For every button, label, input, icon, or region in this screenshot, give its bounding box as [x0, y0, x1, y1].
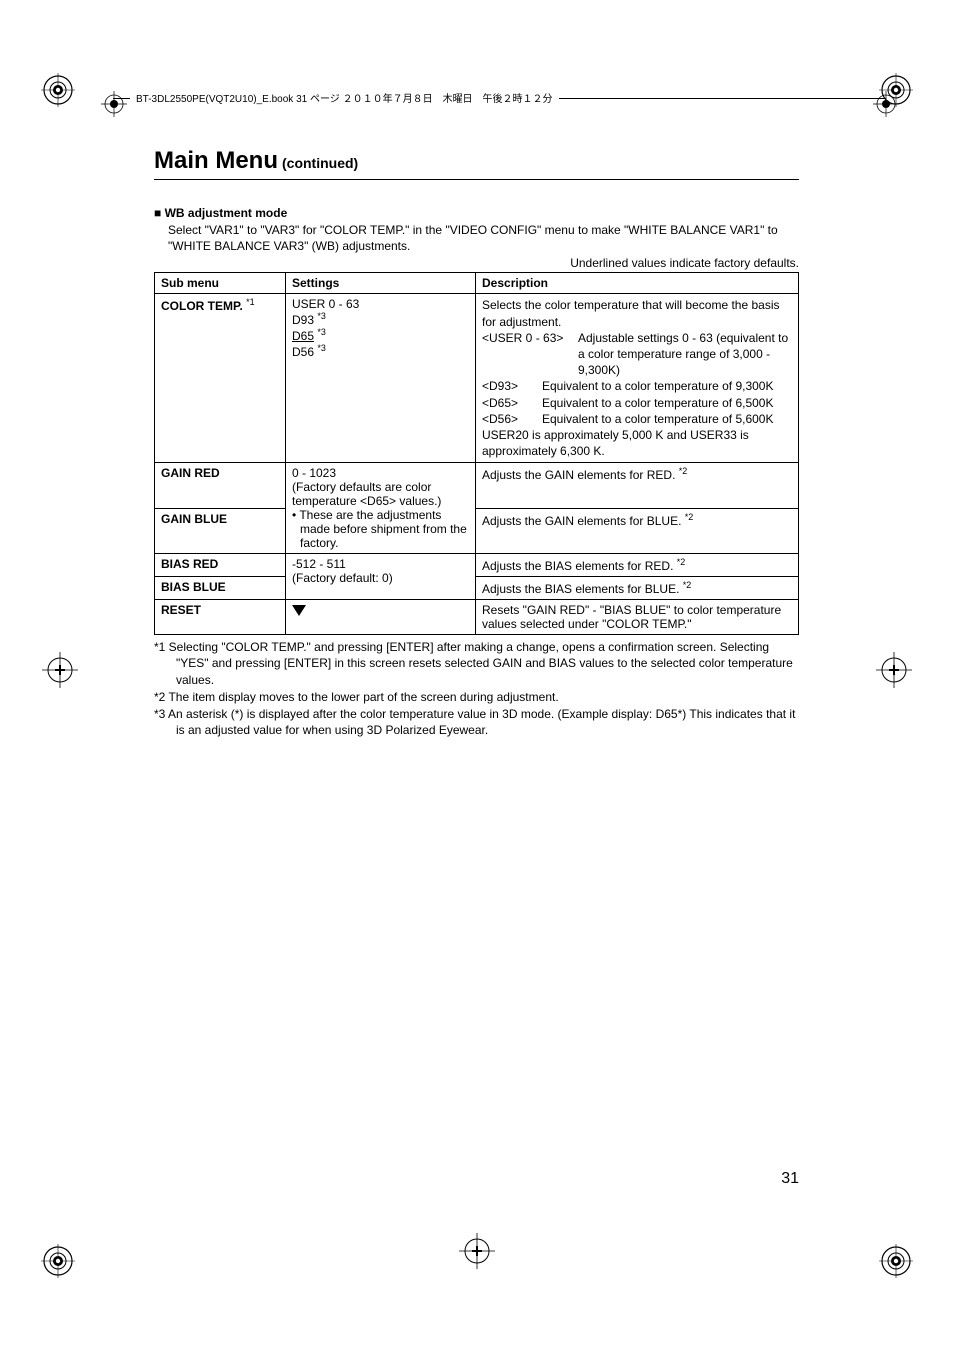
cell-gain-blue-desc: Adjusts the GAIN elements for BLUE. *2: [476, 508, 799, 554]
row-reset: RESET Resets "GAIN RED" - "BIAS BLUE" to…: [155, 600, 799, 635]
bias-red-label: BIAS RED: [161, 557, 218, 571]
cell-bias-red-label: BIAS RED: [155, 554, 286, 577]
ct-desc-tail: USER20 is approximately 5,000 K and USER…: [482, 427, 792, 459]
ct-desc-d93-row: <D93> Equivalent to a color temperature …: [482, 378, 792, 394]
footnotes: *1 Selecting "COLOR TEMP." and pressing …: [154, 639, 799, 738]
footnote-3: *3 An asterisk (*) is displayed after th…: [154, 706, 799, 738]
bias-blue-desc-ref: *2: [683, 580, 692, 590]
ct-setting-d65-row: D65 *3: [292, 327, 469, 343]
ct-setting-d56-ref: *3: [317, 343, 326, 353]
adjustment-table: Sub menu Settings Description COLOR TEMP…: [154, 272, 799, 635]
gain-settings-bullet: • These are the adjustments made before …: [292, 508, 469, 550]
col-header-description: Description: [476, 273, 799, 294]
cell-gain-red-desc: Adjusts the GAIN elements for RED. *2: [476, 463, 799, 509]
row-bias-red: BIAS RED -512 - 511 (Factory default: 0)…: [155, 554, 799, 577]
ct-setting-d65-ref: *3: [317, 327, 326, 337]
ct-setting-user: USER 0 - 63: [292, 297, 469, 311]
ct-desc-intro: Selects the color temperature that will …: [482, 297, 792, 329]
gain-settings-range: 0 - 1023: [292, 466, 469, 480]
ct-setting-d93: D93: [292, 313, 314, 327]
cell-reset-desc: Resets "GAIN RED" - "BIAS BLUE" to color…: [476, 600, 799, 635]
gain-red-desc-ref: *2: [679, 466, 688, 476]
bias-red-desc: Adjusts the BIAS elements for RED.: [482, 559, 673, 573]
page-title: Main Menu: [154, 147, 278, 175]
gain-settings-default: (Factory defaults are color temperature …: [292, 480, 469, 508]
bias-blue-desc: Adjusts the BIAS elements for BLUE.: [482, 582, 679, 596]
table-header-row: Sub menu Settings Description: [155, 273, 799, 294]
cell-gain-settings: 0 - 1023 (Factory defaults are color tem…: [286, 463, 476, 554]
inner-crosshair-tr: [872, 90, 900, 118]
section-heading: WB adjustment mode: [154, 206, 799, 220]
cell-color-temp-label: COLOR TEMP. *1: [155, 294, 286, 463]
bias-red-desc-ref: *2: [677, 557, 686, 567]
bias-settings-range: -512 - 511: [292, 557, 469, 571]
ct-setting-d93-ref: *3: [317, 311, 326, 321]
ct-desc-d56-tag: <D56>: [482, 411, 542, 427]
cell-bias-red-desc: Adjusts the BIAS elements for RED. *2: [476, 554, 799, 577]
registration-mark-tl: [40, 72, 76, 108]
ct-desc-d93-tag: <D93>: [482, 378, 542, 394]
ct-setting-d56: D56: [292, 345, 314, 359]
color-temp-ref: *1: [246, 297, 255, 307]
gain-blue-label: GAIN BLUE: [161, 512, 227, 526]
ct-desc-user-tag: <USER 0 - 63>: [482, 330, 578, 379]
ct-desc-d56-text: Equivalent to a color temperature of 5,6…: [542, 411, 773, 427]
inner-crosshair-tl: [100, 90, 128, 118]
row-color-temp: COLOR TEMP. *1 USER 0 - 63 D93 *3 D65 *3…: [155, 294, 799, 463]
page-subtitle: (continued): [282, 155, 358, 171]
gain-blue-desc: Adjusts the GAIN elements for BLUE.: [482, 514, 681, 528]
registration-mark-bl: [40, 1243, 76, 1279]
ct-desc-d93-text: Equivalent to a color temperature of 9,3…: [542, 378, 773, 394]
crosshair-right: [874, 650, 914, 690]
row-bias-blue: BIAS BLUE Adjusts the BIAS elements for …: [155, 577, 799, 600]
cell-gain-blue-label: GAIN BLUE: [155, 508, 286, 554]
row-gain-red: GAIN RED 0 - 1023 (Factory defaults are …: [155, 463, 799, 509]
ct-desc-d56-row: <D56> Equivalent to a color temperature …: [482, 411, 792, 427]
gain-red-label: GAIN RED: [161, 466, 220, 480]
ct-desc-user-row: <USER 0 - 63> Adjustable settings 0 - 63…: [482, 330, 792, 379]
footnote-1: *1 Selecting "COLOR TEMP." and pressing …: [154, 639, 799, 688]
ct-setting-d65: D65: [292, 329, 314, 343]
ct-desc-user-text: Adjustable settings 0 - 63 (equivalent t…: [578, 330, 792, 379]
ct-desc-d65-row: <D65> Equivalent to a color temperature …: [482, 395, 792, 411]
crosshair-left: [40, 650, 80, 690]
cell-bias-settings: -512 - 511 (Factory default: 0): [286, 554, 476, 600]
ct-setting-d93-row: D93 *3: [292, 311, 469, 327]
ct-desc-d65-text: Equivalent to a color temperature of 6,5…: [542, 395, 773, 411]
cell-reset-settings: [286, 600, 476, 635]
gain-red-desc: Adjusts the GAIN elements for RED.: [482, 468, 675, 482]
bias-blue-label: BIAS BLUE: [161, 580, 226, 594]
reset-label: RESET: [161, 603, 201, 617]
page-number: 31: [781, 1170, 799, 1188]
registration-mark-br: [878, 1243, 914, 1279]
color-temp-label: COLOR TEMP.: [161, 299, 243, 313]
cell-bias-blue-desc: Adjusts the BIAS elements for BLUE. *2: [476, 577, 799, 600]
reset-triangle-icon: [292, 605, 306, 616]
ct-setting-d56-row: D56 *3: [292, 343, 469, 359]
page-content: Main Menu (continued) WB adjustment mode…: [154, 147, 799, 739]
cell-reset-label: RESET: [155, 600, 286, 635]
crosshair-bottom: [457, 1231, 497, 1271]
section-intro: Select "VAR1" to "VAR3" for "COLOR TEMP.…: [168, 222, 799, 254]
cell-gain-red-label: GAIN RED: [155, 463, 286, 509]
defaults-note: Underlined values indicate factory defau…: [154, 256, 799, 270]
cell-bias-blue-label: BIAS BLUE: [155, 577, 286, 600]
cell-color-temp-desc: Selects the color temperature that will …: [476, 294, 799, 463]
row-gain-blue: GAIN BLUE Adjusts the GAIN elements for …: [155, 508, 799, 554]
header-bar-text: BT-3DL2550PE(VQT2U10)_E.book 31 ページ ２０１０…: [130, 90, 559, 105]
col-header-settings: Settings: [286, 273, 476, 294]
ct-desc-d65-tag: <D65>: [482, 395, 542, 411]
gain-blue-desc-ref: *2: [685, 512, 694, 522]
bias-settings-default: (Factory default: 0): [292, 571, 469, 585]
page-title-row: Main Menu (continued): [154, 147, 799, 180]
footnote-2: *2 The item display moves to the lower p…: [154, 689, 799, 705]
col-header-submenu: Sub menu: [155, 273, 286, 294]
cell-color-temp-settings: USER 0 - 63 D93 *3 D65 *3 D56 *3: [286, 294, 476, 463]
